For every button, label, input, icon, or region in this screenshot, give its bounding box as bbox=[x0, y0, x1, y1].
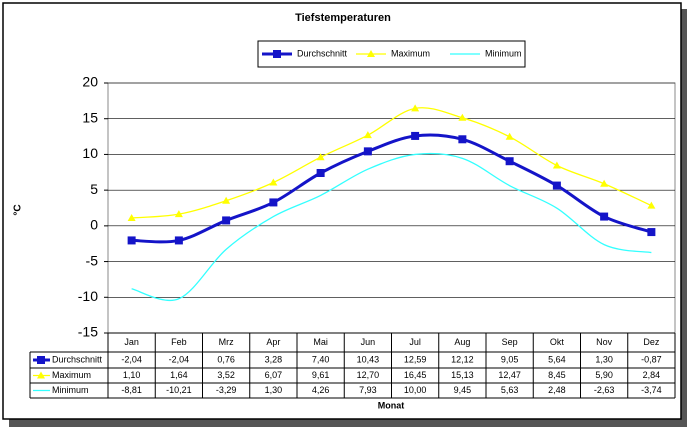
table-value: 9,05 bbox=[501, 354, 519, 364]
x-tick-label: Feb bbox=[171, 337, 187, 347]
table-value: 9,45 bbox=[454, 385, 472, 395]
data-point bbox=[316, 153, 325, 161]
data-point bbox=[647, 228, 656, 237]
table-value: 1,10 bbox=[123, 370, 141, 380]
table-value: 10,43 bbox=[357, 354, 380, 364]
x-tick-label: Okt bbox=[550, 337, 565, 347]
x-tick-label: Aug bbox=[454, 337, 470, 347]
x-tick-label: Sep bbox=[502, 337, 518, 347]
data-point bbox=[174, 236, 183, 245]
x-tick-label: Apr bbox=[266, 337, 280, 347]
data-point bbox=[222, 196, 231, 204]
table-value: -3,29 bbox=[216, 385, 237, 395]
data-point bbox=[127, 214, 136, 221]
x-tick-label: Mrz bbox=[219, 337, 234, 347]
data-point bbox=[411, 104, 420, 112]
y-tick-label: -15 bbox=[78, 324, 98, 340]
table-row-label: Minimum bbox=[52, 385, 89, 395]
table-value: -2,04 bbox=[169, 354, 190, 364]
table-value: 1,30 bbox=[595, 354, 613, 364]
data-point bbox=[458, 135, 467, 144]
data-point bbox=[269, 198, 278, 207]
table-value: 5,63 bbox=[501, 385, 519, 395]
legend-marker bbox=[367, 50, 375, 57]
table-value: 2,48 bbox=[548, 385, 566, 395]
table-value: 12,70 bbox=[357, 370, 380, 380]
table-value: 4,26 bbox=[312, 385, 330, 395]
table-row-label: Maximum bbox=[52, 370, 91, 380]
table-value: 1,64 bbox=[170, 370, 188, 380]
y-tick-label: 10 bbox=[82, 145, 98, 161]
data-point bbox=[363, 131, 372, 139]
table-value: 10,00 bbox=[404, 385, 427, 395]
table-value: -2,04 bbox=[121, 354, 142, 364]
data-point bbox=[222, 216, 231, 225]
table-value: -8,81 bbox=[121, 385, 142, 395]
data-point bbox=[127, 236, 136, 245]
series-line bbox=[131, 152, 652, 301]
data-point bbox=[363, 147, 372, 156]
y-tick-label: -10 bbox=[78, 288, 98, 304]
x-tick-label: Nov bbox=[596, 337, 613, 347]
table-value: 2,84 bbox=[643, 370, 661, 380]
table-marker bbox=[37, 371, 45, 379]
chart-title: Tiefstemperaturen bbox=[295, 12, 391, 24]
data-point bbox=[269, 178, 278, 186]
data-point bbox=[505, 132, 514, 140]
legend-box bbox=[257, 40, 526, 68]
table-value: 7,93 bbox=[359, 385, 377, 395]
data-point bbox=[174, 210, 183, 218]
data-point bbox=[600, 212, 609, 221]
x-tick-label: Jan bbox=[124, 337, 139, 347]
table-value: 1,30 bbox=[265, 385, 283, 395]
legend-marker bbox=[273, 50, 281, 58]
table-value: -3,74 bbox=[641, 385, 662, 395]
data-point bbox=[505, 157, 514, 166]
table-value: -0,87 bbox=[641, 354, 662, 364]
x-tick-label: Jun bbox=[361, 337, 376, 347]
table-value: 15,13 bbox=[451, 370, 474, 380]
table-value: 6,07 bbox=[265, 370, 283, 380]
table-value: -10,21 bbox=[166, 385, 192, 395]
data-point bbox=[316, 169, 325, 177]
y-axis-label: °C bbox=[13, 204, 24, 215]
table-value: 7,40 bbox=[312, 354, 330, 364]
table-value: 0,76 bbox=[217, 354, 235, 364]
table-row-label: Durchschnitt bbox=[52, 354, 103, 364]
data-point bbox=[411, 131, 420, 140]
table-value: 3,52 bbox=[217, 370, 235, 380]
legend-label: Maximum bbox=[391, 48, 430, 58]
table-value: 8,45 bbox=[548, 370, 566, 380]
data-point bbox=[600, 179, 609, 187]
x-axis-label: Monat bbox=[378, 400, 405, 410]
data-point bbox=[552, 161, 561, 169]
x-tick-label: Dez bbox=[643, 337, 660, 347]
legend-label: Minimum bbox=[485, 48, 522, 58]
y-tick-label: -5 bbox=[86, 252, 99, 268]
table-value: 3,28 bbox=[265, 354, 283, 364]
y-tick-label: 5 bbox=[90, 181, 98, 197]
y-tick-label: 20 bbox=[82, 74, 98, 90]
table-value: 9,61 bbox=[312, 370, 330, 380]
x-tick-label: Jul bbox=[409, 337, 421, 347]
table-value: 12,47 bbox=[498, 370, 521, 380]
table-value: 5,90 bbox=[595, 370, 613, 380]
table-marker bbox=[37, 356, 45, 364]
data-point bbox=[647, 201, 656, 209]
data-point bbox=[552, 181, 561, 190]
table-value: 16,45 bbox=[404, 370, 427, 380]
table-value: 12,59 bbox=[404, 354, 427, 364]
legend-label: Durchschnitt bbox=[297, 48, 348, 58]
x-tick-label: Mai bbox=[313, 337, 328, 347]
table-value: -2,63 bbox=[594, 385, 615, 395]
table-value: 5,64 bbox=[548, 354, 566, 364]
y-tick-label: 15 bbox=[82, 109, 98, 125]
data-point bbox=[458, 113, 467, 121]
table-value: 12,12 bbox=[451, 354, 474, 364]
y-tick-label: 0 bbox=[90, 217, 98, 233]
series-line bbox=[131, 107, 652, 219]
